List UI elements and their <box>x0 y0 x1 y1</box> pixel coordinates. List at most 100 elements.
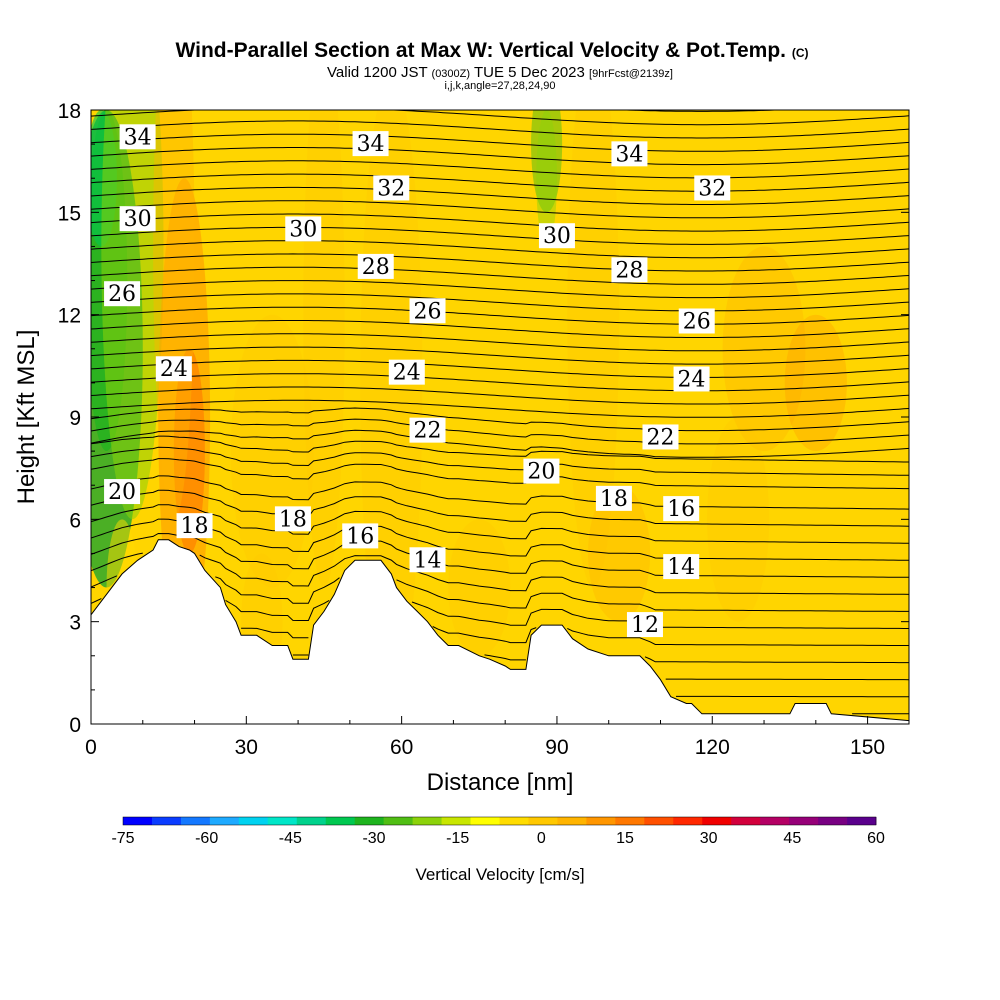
theta-contour-line <box>91 435 909 463</box>
x-axis: 0 30 60 90 120 150 <box>85 716 885 759</box>
theta-contour-label-text: 20 <box>527 460 555 485</box>
x-axis-label: Distance [nm] <box>427 769 574 796</box>
theta-contour-label-text: 16 <box>346 524 374 549</box>
theta-contour-label: 22 <box>642 424 679 450</box>
colorbar-swatch <box>267 817 298 825</box>
colorbar-tick-label: -60 <box>195 830 218 847</box>
theta-contour-label: 18 <box>176 513 213 539</box>
theta-contour-label: 12 <box>626 612 663 638</box>
colorbar-swatch <box>731 817 761 825</box>
theta-contour-label-text: 34 <box>357 132 385 157</box>
theta-contour-line <box>91 147 909 166</box>
colorbar-swatch <box>586 817 616 825</box>
theta-contour-line <box>91 120 909 139</box>
theta-contour-line <box>91 280 909 299</box>
theta-contour-label: 26 <box>409 298 446 324</box>
theta-contour-line <box>91 293 909 312</box>
theta-contour-label-text: 16 <box>667 497 695 522</box>
theta-contour-label: 16 <box>663 496 700 522</box>
x-tick-label: 90 <box>545 736 568 759</box>
theta-contour-line <box>91 386 909 405</box>
colorbar-swatch <box>702 817 732 825</box>
theta-contour-line <box>91 504 909 544</box>
theta-contour-label-text: 24 <box>393 361 421 386</box>
theta-contour-line <box>292 654 909 664</box>
theta-contour-label-text: 30 <box>289 217 317 242</box>
theta-contour-line <box>91 518 909 561</box>
theta-contour-line <box>91 399 909 418</box>
colorbar-swatch <box>151 817 182 825</box>
theta-contour-line <box>91 333 909 352</box>
theta-contour-label-text: 18 <box>279 507 307 532</box>
colorbar-tick-label: 60 <box>867 830 885 847</box>
theta-contour-line <box>91 359 909 378</box>
colorbar-swatch <box>557 817 587 825</box>
y-axis: 0 3 6 9 12 15 18 <box>58 100 909 737</box>
colorbar-swatch <box>354 817 385 825</box>
colorbar-swatch <box>847 817 877 825</box>
colorbar-swatch <box>123 817 153 825</box>
theta-contour-label-text: 28 <box>615 258 643 283</box>
x-tick-label: 0 <box>85 736 97 759</box>
colorbar-swatch <box>412 817 442 825</box>
theta-contour-line <box>91 552 909 595</box>
colorbar-swatch <box>789 817 819 825</box>
theta-contour-line <box>91 253 909 272</box>
theta-contour-label-text: 24 <box>678 367 706 392</box>
colorbar-tick-label: -15 <box>446 830 469 847</box>
y-tick-label: 15 <box>58 202 81 225</box>
theta-contour-line <box>91 110 909 126</box>
theta-contour-label: 20 <box>104 479 141 505</box>
theta-contour-line <box>91 489 909 527</box>
terrain-mask <box>91 539 909 724</box>
theta-contour-label: 16 <box>342 523 379 549</box>
colorbar-swatch <box>644 817 674 825</box>
theta-contour-label-text: 22 <box>646 425 674 450</box>
theta-contour-label: 34 <box>611 141 648 167</box>
theta-contour-label: 34 <box>352 131 389 157</box>
chart-title: Wind-Parallel Section at Max W: Vertical… <box>175 39 808 62</box>
theta-contour-label-text: 18 <box>600 487 628 512</box>
theta-contour-line <box>91 173 909 192</box>
colorbar-swatch <box>673 817 703 825</box>
theta-contour-label: 22 <box>409 417 446 444</box>
theta-contour-label-text: 34 <box>615 142 643 167</box>
colorbar-tick-label: 45 <box>783 830 801 847</box>
theta-contour-label-text: 26 <box>683 309 711 334</box>
theta-contour-label: 30 <box>119 206 156 232</box>
x-tick-label: 60 <box>390 736 413 759</box>
theta-contour-label: 20 <box>523 458 560 485</box>
theta-contour-label: 28 <box>611 257 648 283</box>
theta-contour-line <box>91 373 909 392</box>
x-tick-label: 120 <box>695 736 730 759</box>
colorbar-tick-label: -75 <box>111 830 134 847</box>
colorbar-tick-label: -45 <box>279 830 302 847</box>
theta-contour-label: 24 <box>155 356 192 382</box>
theta-contour-line <box>91 407 909 432</box>
theta-contour-line <box>613 110 788 112</box>
colorbar-swatch <box>238 817 269 825</box>
y-tick-label: 6 <box>69 509 81 532</box>
theta-contour-label: 24 <box>388 359 425 386</box>
theta-contour-label: 32 <box>694 175 731 201</box>
theta-contour-line <box>91 320 909 338</box>
colorbar-swatch <box>180 817 211 825</box>
theta-contour-label-text: 32 <box>377 176 405 201</box>
theta-contour-line <box>91 200 909 219</box>
theta-contour-label: 32 <box>373 175 410 201</box>
theta-contour-label-text: 28 <box>362 255 390 280</box>
theta-contour-label: 34 <box>119 124 156 150</box>
theta-contour-label-text: 14 <box>414 548 442 573</box>
colorbar-swatch <box>528 817 558 825</box>
colorbar-swatch <box>818 817 848 825</box>
theta-contour-line <box>91 160 909 179</box>
theta-contour-line <box>91 133 909 152</box>
theta-contour-label: 24 <box>673 366 710 392</box>
theta-contour-line <box>91 306 909 325</box>
plot-area: 34 34 34 32 32 30 30 30 28 28 26 26 26 24 24 24 22 22 20 20… <box>91 110 909 724</box>
theta-contour-label-text: 24 <box>160 357 188 382</box>
theta-contour-label: 18 <box>595 485 632 512</box>
chart-subtitle: Valid 1200 JST (0300Z) TUE 5 Dec 2023 [9… <box>327 64 673 81</box>
y-tick-label: 18 <box>58 100 81 123</box>
